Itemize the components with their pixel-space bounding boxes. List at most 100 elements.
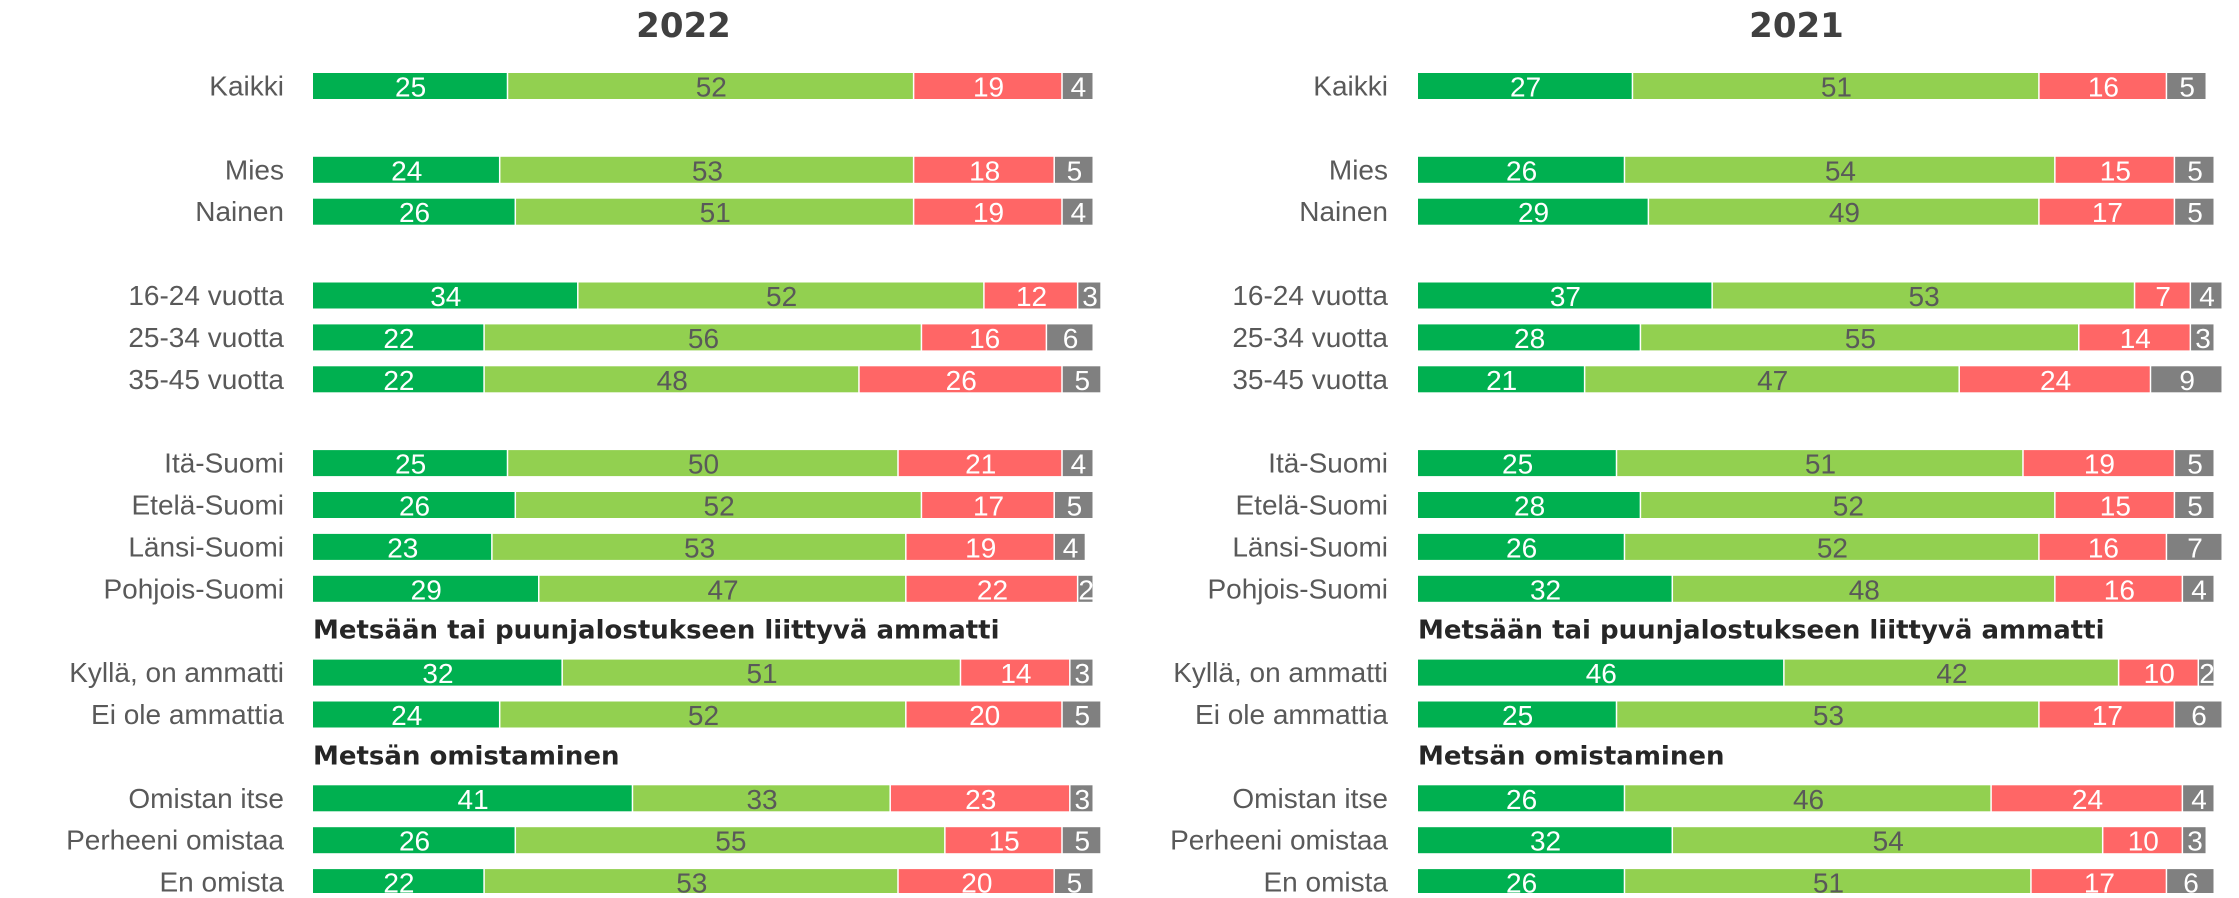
bar-segment: [1047, 324, 1093, 351]
data-label: 24: [391, 155, 422, 186]
bar-segment: [1054, 492, 1093, 518]
bar-segment: [2039, 701, 2174, 728]
bar-segment: [2191, 282, 2222, 309]
data-label: 20: [969, 700, 1000, 731]
data-label: 53: [1909, 281, 1940, 312]
bar-segment: [1585, 366, 1959, 393]
data-label: 27: [1510, 72, 1541, 103]
bar-segment: [1054, 869, 1093, 896]
data-label: 4: [2199, 281, 2215, 312]
bar-segment: [1062, 366, 1101, 393]
bar-segment: [1418, 785, 1624, 812]
bar-segment: [922, 492, 1054, 518]
data-label: 47: [707, 574, 738, 605]
bar-segment: [313, 156, 499, 183]
section-header: Metsään tai puunjalostukseen liittyvä am…: [1418, 616, 2105, 646]
data-label: 32: [422, 658, 453, 689]
category-label: 35-45 vuotta: [1232, 364, 1388, 395]
category-label: Kyllä, on ammatti: [1173, 657, 1388, 688]
bar-segment: [313, 533, 492, 560]
category-label: Etelä-Suomi: [131, 490, 284, 521]
category-label: Länsi-Suomi: [128, 531, 284, 562]
data-label: 53: [676, 868, 707, 893]
bar-segment: [1625, 869, 2031, 896]
data-label: 25: [1502, 449, 1533, 480]
data-label: 6: [1063, 323, 1079, 354]
bar-segment: [898, 869, 1054, 896]
data-label: 4: [2191, 574, 2207, 605]
data-label: 5: [2187, 197, 2203, 228]
data-label: 3: [2187, 826, 2203, 857]
data-label: 25: [395, 72, 426, 103]
bar-segment: [1784, 659, 2118, 686]
bar-segment: [1418, 869, 1624, 896]
data-label: 53: [692, 155, 723, 186]
bar-segment: [1418, 450, 1616, 477]
data-label: 32: [1530, 574, 1561, 605]
data-label: 29: [1518, 197, 1549, 228]
bar-segment: [2103, 827, 2182, 854]
category-label: Perheeni omistaa: [1170, 825, 1388, 856]
category-label: Ei ole ammattia: [91, 699, 284, 730]
bar-segment: [1418, 324, 1640, 351]
data-label: 10: [2144, 658, 2175, 689]
data-label: 4: [1071, 449, 1087, 480]
bar-segment: [2167, 533, 2222, 560]
data-label: 26: [1506, 784, 1537, 815]
bar-segment: [500, 156, 913, 183]
data-label: 5: [1067, 491, 1083, 522]
section-header: Metsään tai puunjalostukseen liittyvä am…: [313, 616, 1000, 646]
data-label: 6: [2183, 868, 2199, 893]
data-label: 53: [684, 532, 715, 563]
data-label: 25: [395, 449, 426, 480]
bar-segment: [1625, 785, 1991, 812]
data-label: 33: [746, 784, 777, 815]
bar-segment: [484, 366, 859, 393]
bar-segment: [578, 282, 984, 309]
data-label: 46: [1586, 658, 1617, 689]
data-label: 17: [2084, 868, 2115, 893]
data-label: 2: [2199, 658, 2215, 689]
bar-segment: [2183, 575, 2214, 602]
data-label: 3: [2195, 323, 2211, 354]
bar-segment: [2183, 785, 2214, 812]
bar-segment: [2175, 156, 2214, 183]
bar-segment: [313, 575, 538, 602]
category-label: Etelä-Suomi: [1235, 490, 1388, 521]
data-label: 42: [1936, 658, 1967, 689]
data-label: 16: [2088, 72, 2119, 103]
bar-segment: [2023, 450, 2174, 477]
category-label: 16-24 vuotta: [128, 280, 284, 311]
data-label: 14: [1000, 658, 1031, 689]
data-label: 15: [2100, 155, 2131, 186]
data-label: 4: [1063, 532, 1079, 563]
category-label: En omista: [160, 867, 285, 893]
data-label: 5: [2187, 491, 2203, 522]
data-label: 3: [1074, 784, 1090, 815]
section-header: Metsän omistaminen: [1418, 741, 1725, 771]
bar-segment: [922, 324, 1046, 351]
bar-segment: [484, 869, 898, 896]
bar-segment: [1418, 701, 1616, 728]
bar-segment: [1418, 659, 1784, 686]
bar-segment: [1062, 450, 1093, 477]
data-label: 34: [430, 281, 461, 312]
bar-segment: [906, 533, 1054, 560]
data-label: 52: [1833, 491, 1864, 522]
data-label: 52: [688, 700, 719, 731]
bar-segment: [313, 73, 507, 99]
bar-segment: [1959, 366, 2150, 393]
bar-segment: [1712, 282, 2134, 309]
bar-segment: [313, 450, 507, 477]
bar-segment: [1418, 282, 1712, 309]
bar-segment: [1062, 198, 1093, 225]
bar-segment: [906, 575, 1077, 602]
bar-segment: [1673, 827, 2102, 854]
data-label: 5: [1074, 365, 1090, 396]
data-label: 24: [2072, 784, 2103, 815]
bar-segment: [539, 575, 906, 602]
bar-segment: [1418, 492, 1640, 518]
data-label: 54: [1825, 155, 1856, 186]
category-label: Pohjois-Suomi: [103, 573, 284, 604]
data-label: 17: [2092, 197, 2123, 228]
